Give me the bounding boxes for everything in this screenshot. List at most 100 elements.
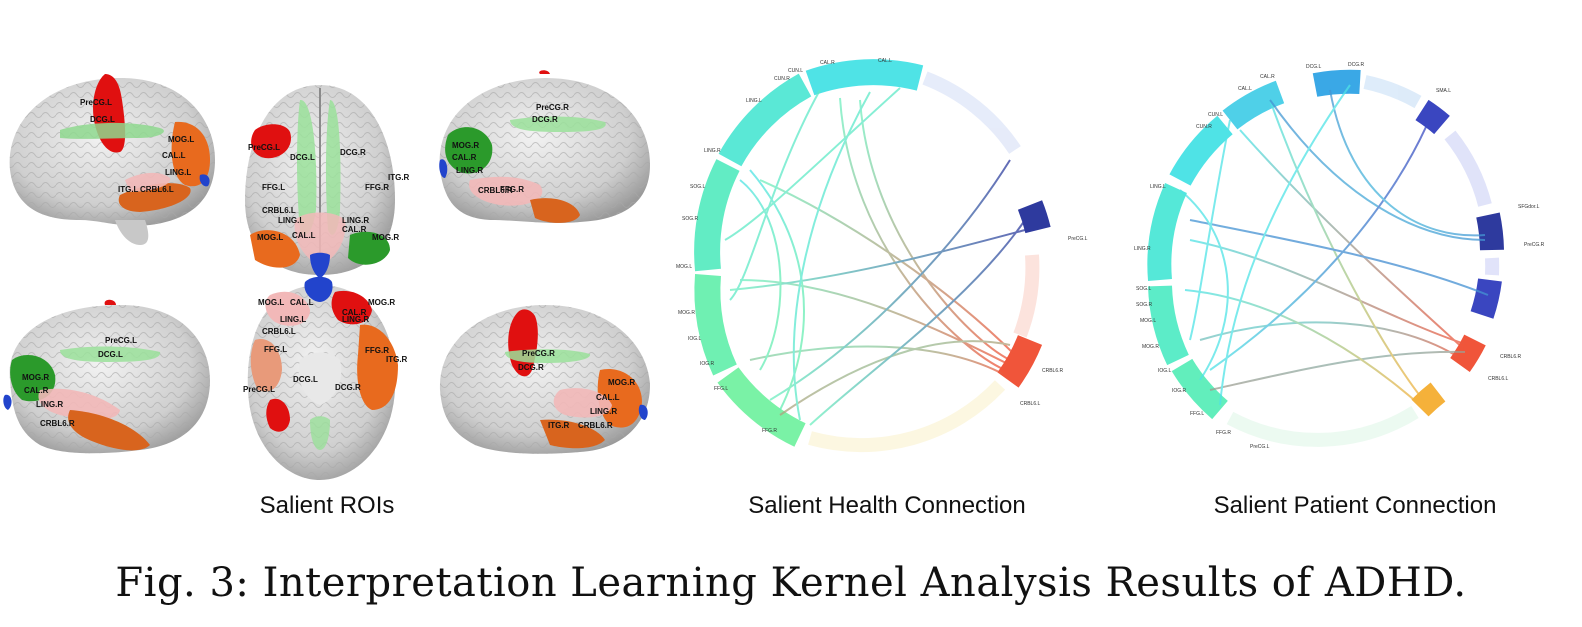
roi-label: PreCG.L bbox=[105, 336, 137, 345]
roi-label: PreCG.L bbox=[248, 143, 280, 152]
chord-label: CRBL6.L bbox=[1020, 401, 1041, 407]
roi-label: LING.R bbox=[590, 407, 617, 416]
roi-label: CRBL6.R bbox=[478, 186, 513, 195]
roi-label: LING.R bbox=[342, 315, 369, 324]
roi-label: CAL.R bbox=[342, 225, 367, 234]
chord-label: MOG.R bbox=[678, 310, 695, 316]
chord-patient-arcs bbox=[1147, 69, 1504, 420]
roi-label: LING.L bbox=[278, 216, 304, 225]
roi-label: ITG.R bbox=[548, 421, 570, 430]
chord-diagram-patient: DCG.L DCG.R CAL.L CAL.R CUN.L CUN.R LING… bbox=[1120, 40, 1580, 480]
chord-label: MOG.L bbox=[1140, 318, 1156, 324]
roi-label: LING.L bbox=[165, 168, 191, 177]
roi-label: LING.L bbox=[280, 315, 306, 324]
roi-label: PreCG.R bbox=[536, 103, 569, 112]
chord-label: FFG.L bbox=[714, 386, 728, 392]
chord-label: IOG.R bbox=[1172, 388, 1187, 394]
roi-label: CAL.L bbox=[292, 231, 316, 240]
roi-label: DCG.L bbox=[98, 350, 123, 359]
roi-label: MOG.R bbox=[452, 141, 479, 150]
chord-label: CUN.R bbox=[774, 76, 790, 82]
roi-label: MOG.R bbox=[608, 378, 635, 387]
brain-view-right-medial: PreCG.R DCG.R MOG.R CAL.R LING.R CRBL6.R… bbox=[439, 70, 650, 223]
chord-label: CUN.L bbox=[1208, 112, 1223, 118]
roi-label: ITG.R bbox=[388, 173, 410, 182]
chord-patient-svg: DCG.L DCG.R CAL.L CAL.R CUN.L CUN.R LING… bbox=[1134, 62, 1545, 450]
roi-label: MOG.L bbox=[257, 233, 283, 242]
chord-label: CUN.R bbox=[1196, 124, 1212, 130]
roi-label: MOG.R bbox=[372, 233, 399, 242]
roi-label: CRBL6.R bbox=[578, 421, 613, 430]
roi-label: LING.R bbox=[456, 166, 483, 175]
roi-label: FFG.R bbox=[365, 346, 389, 355]
roi-label: CRBL6.R bbox=[40, 419, 75, 428]
roi-label: MOG.R bbox=[368, 298, 395, 307]
roi-label: FFG.R bbox=[500, 185, 524, 194]
roi-label: DCG.L bbox=[293, 375, 318, 384]
roi-label: PreCG.L bbox=[243, 385, 275, 394]
roi-label: CRBL6.L bbox=[262, 327, 296, 336]
roi-label: CAL.L bbox=[162, 151, 186, 160]
panel-label-health: Salient Health Connection bbox=[748, 492, 1026, 519]
chord-label: DCG.L bbox=[1306, 64, 1322, 70]
chord-label: PreCG.R bbox=[1524, 242, 1545, 248]
chord-patient-labels: DCG.L DCG.R CAL.L CAL.R CUN.L CUN.R LING… bbox=[1134, 62, 1545, 450]
roi-label: DCG.L bbox=[290, 153, 315, 162]
chord-health-svg: CAL.L CAL.R CUN.L CUN.R LING.L LING.R SO… bbox=[676, 58, 1088, 453]
chord-label: PreCG.L bbox=[1068, 236, 1088, 242]
figure-caption: Fig. 3: Interpretation Learning Kernel A… bbox=[115, 560, 1467, 606]
brain-views-panel: PreCG.L DCG.L MOG.L CAL.L LING.L ITG.L C… bbox=[0, 60, 670, 480]
chord-patient-ribbons bbox=[1179, 84, 1489, 406]
chord-label: FFG.R bbox=[762, 428, 777, 434]
roi-label: LING.R bbox=[342, 216, 369, 225]
roi-label: MOG.L bbox=[258, 298, 284, 307]
chord-label: CAL.L bbox=[1238, 86, 1252, 92]
roi-label: DCG.R bbox=[532, 115, 558, 124]
chord-label: CUN.L bbox=[788, 68, 803, 74]
roi-label: MOG.R bbox=[22, 373, 49, 382]
roi-label: DCG.R bbox=[518, 363, 544, 372]
chord-health-ribbons bbox=[724, 87, 1026, 426]
chord-label: SOG.R bbox=[1136, 302, 1153, 308]
roi-label: FFG.R bbox=[365, 183, 389, 192]
roi-label: PreCG.R bbox=[522, 349, 555, 358]
chord-label: PreCG.L bbox=[1250, 444, 1270, 450]
chord-label: SOG.R bbox=[682, 216, 699, 222]
roi-label: FFG.L bbox=[262, 183, 285, 192]
roi-label: ITG.R bbox=[386, 355, 408, 364]
roi-label: CRBL6.L bbox=[140, 185, 174, 194]
chord-health-labels: CAL.L CAL.R CUN.L CUN.R LING.L LING.R SO… bbox=[676, 58, 1088, 434]
chord-label: CRBL6.L bbox=[1488, 376, 1509, 382]
roi-label: DCG.R bbox=[340, 148, 366, 157]
chord-label: MOG.L bbox=[676, 264, 692, 270]
panel-label-rois: Salient ROIs bbox=[259, 492, 395, 519]
chord-label: CAL.R bbox=[820, 60, 835, 66]
roi-label: CAL.R bbox=[342, 308, 367, 317]
roi-label: CRBL6.L bbox=[262, 206, 296, 215]
chord-patient-ticks bbox=[1226, 75, 1500, 447]
roi-label: CAL.R bbox=[452, 153, 477, 162]
chord-label: FFG.R bbox=[1216, 430, 1231, 436]
roi-label: DCG.L bbox=[90, 115, 115, 124]
chord-health-ticks bbox=[808, 71, 1040, 453]
chord-label: CRBL6.R bbox=[1500, 354, 1522, 360]
roi-label: FFG.L bbox=[264, 345, 287, 354]
chord-diagram-health: CAL.L CAL.R CUN.L CUN.R LING.L LING.R SO… bbox=[670, 40, 1120, 480]
chord-label: CRBL6.R bbox=[1042, 368, 1064, 374]
roi-label: DCG.R bbox=[335, 383, 361, 392]
brain-view-left-lateral: PreCG.L DCG.L MOG.L CAL.L LING.L ITG.L C… bbox=[9, 74, 216, 245]
roi-label: PreCG.L bbox=[80, 98, 112, 107]
chord-label: SFGdor.L bbox=[1518, 204, 1540, 210]
chord-label: IOG.L bbox=[688, 336, 702, 342]
chord-label: SMA.L bbox=[1436, 88, 1451, 94]
roi-label: CAL.L bbox=[596, 393, 620, 402]
chord-label: DCG.R bbox=[1348, 62, 1365, 68]
roi-label: ITG.L bbox=[118, 185, 139, 194]
chord-label: CAL.L bbox=[878, 58, 892, 64]
chord-label: CAL.R bbox=[1260, 74, 1275, 80]
brain-view-inferior: MOG.L CAL.L MOG.R CAL.R LING.L LING.R CR… bbox=[243, 276, 408, 480]
roi-label: CAL.L bbox=[290, 298, 314, 307]
chord-label: MOG.R bbox=[1142, 344, 1159, 350]
brain-view-superior: PreCG.L DCG.L DCG.R ITG.R FFG.L FFG.R CR… bbox=[245, 85, 410, 278]
brain-view-right-lateral: PreCG.R DCG.R MOG.R CAL.L LING.R ITG.R C… bbox=[439, 305, 650, 454]
